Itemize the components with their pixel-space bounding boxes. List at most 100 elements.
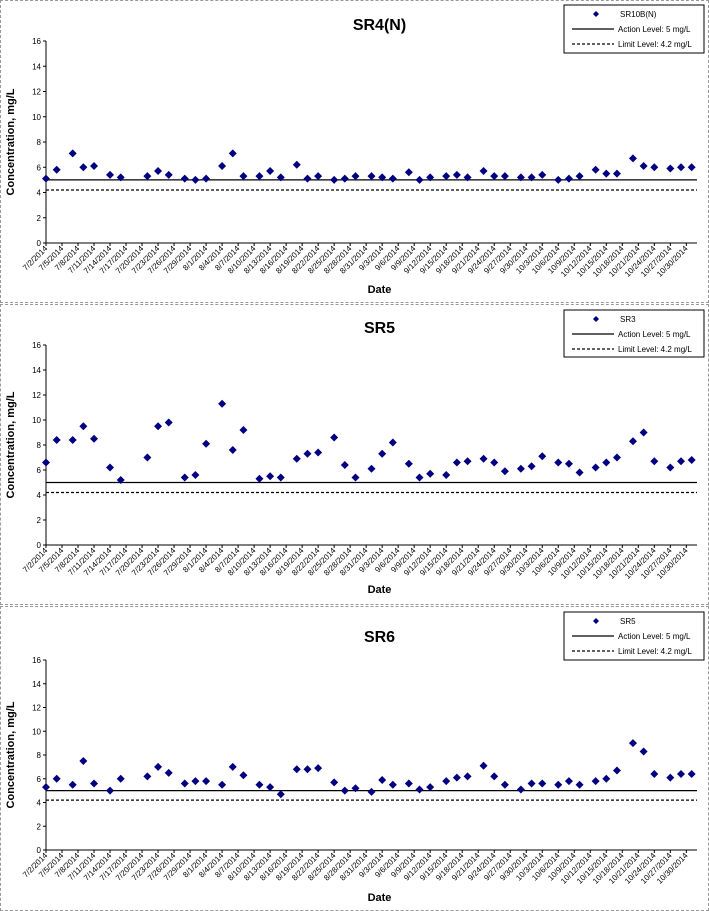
data-point [52, 436, 61, 444]
data-point [239, 172, 248, 181]
legend-marker [593, 316, 599, 322]
data-point [516, 173, 525, 182]
data-point [143, 172, 152, 181]
y-tick-label: 0 [37, 541, 42, 550]
data-point [202, 174, 211, 183]
data-point [676, 457, 685, 466]
data-point [303, 765, 312, 774]
y-tick-label: 6 [37, 163, 42, 172]
data-point [239, 426, 248, 434]
data-point [404, 459, 413, 468]
data-point [180, 473, 189, 482]
data-point [303, 174, 312, 183]
data-point [106, 786, 115, 795]
data-point [52, 165, 61, 174]
data-point [42, 458, 50, 467]
data-point [228, 446, 237, 454]
data-point [191, 777, 200, 786]
legend-reference-label: Action Level: 5 mg/L [618, 25, 691, 34]
y-tick-label: 0 [37, 846, 42, 855]
chart-sr5: SR502468101214167/2/20147/5/20147/8/2014… [5, 309, 705, 596]
data-point [154, 422, 163, 431]
data-point [650, 457, 659, 466]
data-point [516, 785, 525, 794]
y-tick-label: 16 [32, 37, 41, 46]
data-point [564, 459, 573, 468]
data-point [42, 174, 50, 183]
data-point [330, 175, 339, 184]
data-point [314, 448, 323, 457]
data-point [255, 474, 264, 483]
data-point [415, 473, 424, 482]
data-point [239, 771, 248, 780]
chart-sr4n: SR4(N)02468101214167/2/20147/5/20147/8/2… [5, 4, 705, 296]
legend-reference-label: Limit Level: 4.2 mg/L [618, 40, 692, 49]
data-point [538, 170, 547, 179]
data-point [68, 149, 77, 158]
data-point [575, 468, 584, 477]
data-point [314, 172, 323, 181]
y-tick-label: 4 [37, 799, 42, 808]
data-point [68, 436, 77, 444]
chart-title: SR4(N) [353, 17, 406, 34]
data-point [292, 454, 301, 463]
y-axis-label: Concentration, mg/L [5, 88, 17, 195]
data-point [666, 773, 675, 782]
data-point [527, 173, 536, 182]
data-point [639, 747, 648, 756]
data-point [554, 458, 563, 467]
data-point [628, 437, 637, 446]
y-tick-label: 16 [32, 341, 41, 350]
legend-marker [593, 11, 599, 17]
data-point [330, 433, 339, 442]
data-point [388, 780, 397, 789]
data-point [367, 787, 376, 796]
data-point [516, 464, 525, 473]
data-point [650, 163, 659, 172]
data-point [442, 777, 451, 786]
legend-series-label: SR10B(N) [620, 10, 657, 19]
data-point [687, 456, 696, 464]
data-point [612, 453, 621, 462]
y-tick-label: 14 [32, 680, 41, 689]
y-tick-label: 2 [37, 214, 42, 223]
data-point [639, 428, 648, 437]
data-point [330, 778, 339, 787]
data-point [527, 462, 536, 471]
data-point [378, 173, 387, 182]
data-point [666, 164, 675, 173]
data-point [575, 780, 584, 789]
data-point [90, 779, 99, 788]
data-point [676, 770, 685, 778]
y-tick-label: 2 [37, 822, 42, 831]
data-point [255, 780, 264, 789]
data-point [554, 780, 563, 789]
data-point [463, 457, 472, 466]
data-point [164, 768, 173, 777]
legend-reference-label: Action Level: 5 mg/L [618, 632, 691, 641]
legend-reference-label: Action Level: 5 mg/L [618, 330, 691, 339]
data-point [442, 172, 451, 181]
data-point [202, 777, 211, 786]
data-point [666, 463, 675, 472]
data-point [116, 173, 125, 182]
data-point [276, 790, 285, 799]
data-point [351, 473, 360, 482]
legend-reference-label: Limit Level: 4.2 mg/L [618, 345, 692, 354]
data-point [228, 762, 237, 771]
legend-series-label: SR5 [620, 617, 636, 626]
data-point [442, 471, 451, 479]
data-point [404, 779, 413, 788]
y-tick-label: 0 [37, 239, 42, 248]
data-point [388, 174, 397, 183]
data-point [52, 774, 61, 783]
data-point [479, 167, 488, 176]
y-tick-label: 14 [32, 62, 41, 71]
data-point [388, 438, 397, 447]
data-point [479, 761, 488, 770]
data-point [367, 464, 376, 473]
data-point [564, 777, 573, 786]
data-point [90, 434, 99, 443]
data-point [378, 775, 387, 784]
data-point [500, 780, 509, 789]
